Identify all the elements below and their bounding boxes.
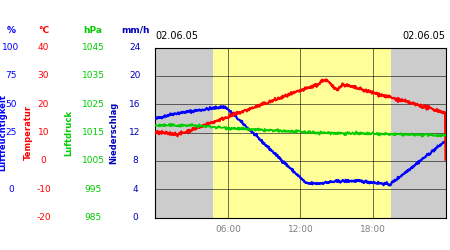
Text: -10: -10 <box>36 185 51 194</box>
Text: Temperatur: Temperatur <box>23 105 32 160</box>
Text: 50: 50 <box>5 100 17 109</box>
Text: 985: 985 <box>85 213 102 222</box>
Text: 0: 0 <box>8 185 14 194</box>
Text: 16: 16 <box>129 100 141 109</box>
Text: 24: 24 <box>130 43 141 52</box>
Text: 0: 0 <box>132 213 138 222</box>
Text: 1015: 1015 <box>81 128 105 137</box>
Text: 10: 10 <box>38 128 49 137</box>
Text: 40: 40 <box>38 43 49 52</box>
Bar <box>155 48 213 217</box>
Text: 1025: 1025 <box>82 100 104 109</box>
Text: 30: 30 <box>38 71 49 80</box>
Text: -20: -20 <box>36 213 51 222</box>
Text: 100: 100 <box>2 43 19 52</box>
Text: 8: 8 <box>132 156 138 165</box>
Text: 4: 4 <box>132 185 138 194</box>
Text: mm/h: mm/h <box>121 26 149 35</box>
Text: 02.06.05: 02.06.05 <box>402 31 446 41</box>
Text: 1005: 1005 <box>81 156 105 165</box>
Text: 1035: 1035 <box>81 71 105 80</box>
Text: Luftfeuchtigkeit: Luftfeuchtigkeit <box>0 94 7 171</box>
Text: 02.06.05: 02.06.05 <box>155 31 198 41</box>
Text: 20: 20 <box>38 100 49 109</box>
Text: hPa: hPa <box>84 26 103 35</box>
Bar <box>213 48 391 217</box>
Text: 25: 25 <box>5 128 17 137</box>
Text: 1045: 1045 <box>82 43 104 52</box>
Text: °C: °C <box>38 26 49 35</box>
Text: 0: 0 <box>40 156 46 165</box>
Text: 75: 75 <box>5 71 17 80</box>
Text: 995: 995 <box>85 185 102 194</box>
Bar <box>391 48 446 217</box>
Text: Niederschlag: Niederschlag <box>109 102 118 164</box>
Text: %: % <box>6 26 15 35</box>
Text: 20: 20 <box>130 71 141 80</box>
Text: Luftdruck: Luftdruck <box>64 110 73 156</box>
Text: 12: 12 <box>130 128 141 137</box>
